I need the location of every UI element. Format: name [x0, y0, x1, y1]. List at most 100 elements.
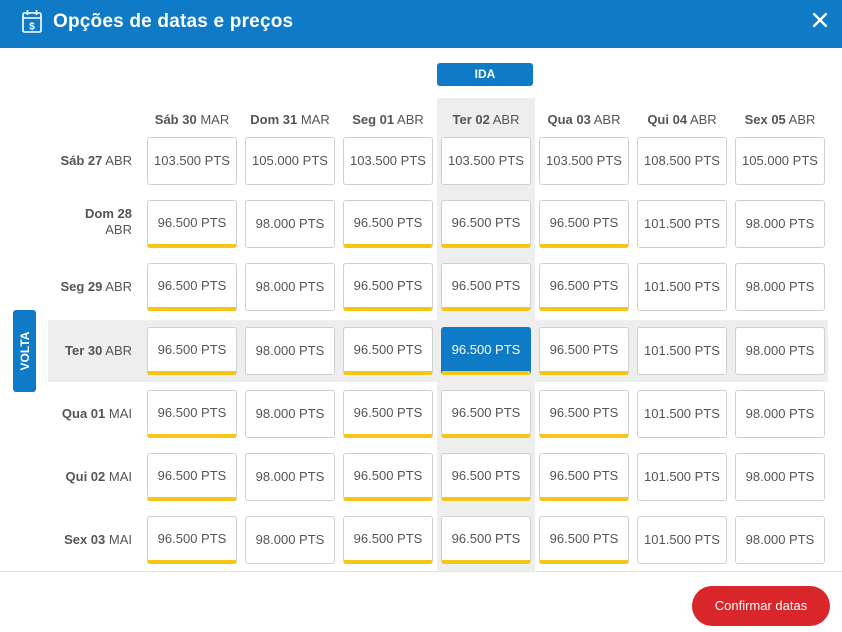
price-cell[interactable]: 108.500 PTS	[637, 137, 727, 185]
column-header-day: Ter 02	[452, 112, 490, 127]
price-cell[interactable]: 98.000 PTS	[735, 516, 825, 564]
row-header-day: Qui 02	[65, 469, 106, 484]
row-header-date: Dom 28 ABR	[40, 206, 132, 238]
price-cell[interactable]: 98.000 PTS	[735, 200, 825, 248]
row-header-month: MAI	[105, 532, 132, 547]
row-header-day: Sex 03	[64, 532, 106, 547]
price-cell[interactable]: 96.500 PTS	[441, 263, 531, 311]
price-cell[interactable]: 96.500 PTS	[441, 453, 531, 501]
row-header-date: Qui 02 MAI	[40, 469, 132, 485]
column-header-month: MAR	[196, 112, 230, 127]
column-header-month: MAR	[297, 112, 330, 127]
price-cell[interactable]: 103.500 PTS	[539, 137, 629, 185]
price-cell[interactable]: 96.500 PTS	[441, 390, 531, 438]
row-header-date: Sex 03 MAI	[40, 532, 132, 548]
price-cell[interactable]: 98.000 PTS	[245, 516, 335, 564]
price-cell[interactable]: 101.500 PTS	[637, 390, 727, 438]
footer-divider	[0, 571, 842, 572]
column-header-month: ABR	[590, 112, 621, 127]
price-cell[interactable]: 103.500 PTS	[343, 137, 433, 185]
volta-label-text: VOLTA	[17, 331, 32, 371]
column-header-month: ABR	[785, 112, 816, 127]
column-header-date: Seg 01 ABR	[339, 112, 437, 127]
price-cell[interactable]: 105.000 PTS	[735, 137, 825, 185]
price-cell[interactable]: 96.500 PTS	[147, 263, 237, 311]
price-cell[interactable]: 96.500 PTS	[539, 516, 629, 564]
price-cell[interactable]: 96.500 PTS	[539, 453, 629, 501]
row-header-day: Dom 28	[85, 206, 132, 221]
price-cell[interactable]: 98.000 PTS	[735, 263, 825, 311]
column-header-day: Sex 05	[744, 112, 786, 127]
column-header-date: Qui 04 ABR	[633, 112, 731, 127]
price-cell[interactable]: 96.500 PTS	[539, 200, 629, 248]
column-header-date: Sex 05 ABR	[731, 112, 829, 127]
row-header-date: Seg 29 ABR	[40, 279, 132, 295]
price-cell[interactable]: 96.500 PTS	[147, 453, 237, 501]
price-cell[interactable]: 101.500 PTS	[637, 327, 727, 375]
price-cell[interactable]: 96.500 PTS	[343, 516, 433, 564]
row-header-month: MAI	[105, 406, 132, 421]
price-cell[interactable]: 96.500 PTS	[147, 516, 237, 564]
confirm-dates-button[interactable]: Confirmar datas	[692, 586, 830, 626]
price-cell[interactable]: 96.500 PTS	[343, 327, 433, 375]
column-header-day: Seg 01	[352, 112, 395, 127]
price-cell[interactable]: 103.500 PTS	[147, 137, 237, 185]
price-cell[interactable]: 98.000 PTS	[245, 200, 335, 248]
price-cell[interactable]: 101.500 PTS	[637, 263, 727, 311]
price-cell[interactable]: 98.000 PTS	[245, 390, 335, 438]
column-header-date: Sáb 30 MAR	[143, 112, 241, 127]
price-cell[interactable]: 96.500 PTS	[539, 263, 629, 311]
row-header-date: Ter 30 ABR	[40, 343, 132, 359]
price-cell[interactable]: 101.500 PTS	[637, 516, 727, 564]
column-header-day: Qui 04	[647, 112, 688, 127]
price-cell[interactable]: 96.500 PTS	[343, 263, 433, 311]
price-cell[interactable]: 98.000 PTS	[735, 327, 825, 375]
row-header-day: Sáb 27	[60, 153, 103, 168]
column-header-day: Qua 03	[547, 112, 591, 127]
price-cell[interactable]: 98.000 PTS	[735, 390, 825, 438]
row-header-day: Ter 30	[65, 343, 103, 358]
price-cell[interactable]: 103.500 PTS	[441, 137, 531, 185]
price-cell[interactable]: 98.000 PTS	[735, 453, 825, 501]
svg-text:$: $	[29, 22, 35, 33]
modal-header: $ Opções de datas e preços	[0, 0, 842, 48]
ida-label: IDA	[437, 63, 533, 86]
price-cell[interactable]: 96.500 PTS	[343, 390, 433, 438]
column-header-day: Sáb 30	[154, 112, 197, 127]
price-cell[interactable]: 96.500 PTS	[539, 327, 629, 375]
calendar-dollar-icon: $	[22, 10, 42, 33]
price-cell[interactable]: 98.000 PTS	[245, 453, 335, 501]
column-header-day: Dom 31	[250, 112, 298, 127]
row-header-day: Seg 29	[60, 279, 103, 294]
price-cell[interactable]: 96.500 PTS	[441, 516, 531, 564]
row-header-day: Qua 01	[61, 406, 106, 421]
price-cell[interactable]: 96.500 PTS	[441, 327, 531, 375]
price-cell[interactable]: 101.500 PTS	[637, 200, 727, 248]
column-header-date: Dom 31 MAR	[241, 112, 339, 127]
volta-label: VOLTA	[13, 310, 36, 392]
price-cell[interactable]: 96.500 PTS	[343, 200, 433, 248]
row-header-month: ABR	[102, 153, 132, 168]
row-header-date: Qua 01 MAI	[40, 406, 132, 422]
column-header-month: ABR	[687, 112, 717, 127]
price-cell[interactable]: 96.500 PTS	[147, 327, 237, 375]
column-header-date: Ter 02 ABR	[437, 112, 535, 127]
row-header-month: ABR	[102, 343, 132, 358]
price-cell[interactable]: 96.500 PTS	[147, 200, 237, 248]
column-header-month: ABR	[394, 112, 424, 127]
price-cell[interactable]: 96.500 PTS	[539, 390, 629, 438]
price-cell[interactable]: 96.500 PTS	[441, 200, 531, 248]
row-header-month: MAI	[105, 469, 132, 484]
price-cell[interactable]: 96.500 PTS	[343, 453, 433, 501]
price-cell[interactable]: 101.500 PTS	[637, 453, 727, 501]
price-cell[interactable]: 98.000 PTS	[245, 263, 335, 311]
row-header-month: ABR	[105, 222, 132, 237]
row-header-date: Sáb 27 ABR	[40, 153, 132, 169]
close-icon[interactable]	[808, 8, 832, 32]
row-header-month: ABR	[102, 279, 132, 294]
column-header-date: Qua 03 ABR	[535, 112, 633, 127]
column-header-month: ABR	[489, 112, 520, 127]
price-cell[interactable]: 96.500 PTS	[147, 390, 237, 438]
price-cell[interactable]: 105.000 PTS	[245, 137, 335, 185]
price-cell[interactable]: 98.000 PTS	[245, 327, 335, 375]
